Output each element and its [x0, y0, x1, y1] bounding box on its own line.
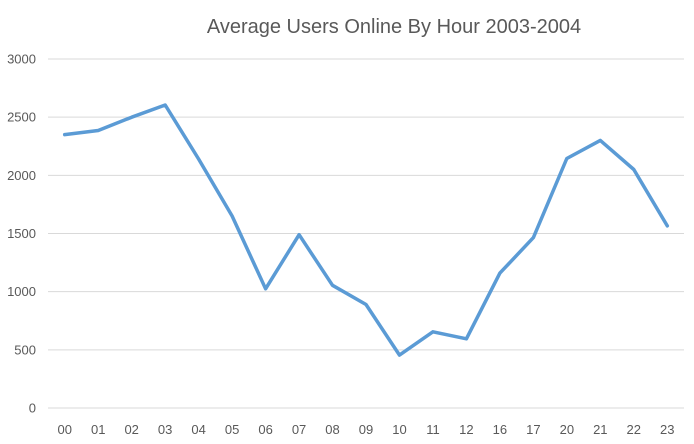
x-tick-label: 21 — [593, 422, 607, 437]
x-tick-label: 16 — [493, 422, 507, 437]
x-tick-label: 02 — [124, 422, 138, 437]
x-tick-label: 00 — [58, 422, 72, 437]
x-tick-label: 10 — [392, 422, 406, 437]
y-tick-label: 1500 — [7, 226, 36, 241]
chart-title: Average Users Online By Hour 2003-2004 — [207, 16, 581, 38]
y-tick-label: 0 — [29, 401, 36, 416]
x-tick-label: 11 — [426, 422, 440, 437]
x-tick-label: 07 — [292, 422, 306, 437]
y-tick-label: 3000 — [7, 52, 36, 67]
y-tick-label: 2500 — [7, 110, 36, 125]
y-tick-label: 1000 — [7, 284, 36, 299]
x-tick-label: 09 — [359, 422, 373, 437]
x-tick-label: 23 — [660, 422, 674, 437]
y-tick-label: 500 — [14, 342, 36, 357]
x-tick-label: 20 — [560, 422, 574, 437]
y-tick-label: 2000 — [7, 168, 36, 183]
series-layer — [62, 103, 670, 357]
x-tick-label: 04 — [191, 422, 205, 437]
x-tick-label: 05 — [225, 422, 239, 437]
x-tick-label: 03 — [158, 422, 172, 437]
x-tick-label: 01 — [91, 422, 105, 437]
x-axis-tick-labels: 00 01 02 03 04 05 06 07 08 09 10 11 12 16 17 20 21 22 23 — [58, 422, 675, 437]
gridlines — [48, 58, 684, 409]
x-tick-label: 22 — [627, 422, 641, 437]
x-tick-label: 12 — [459, 422, 473, 437]
x-tick-label: 08 — [325, 422, 339, 437]
series-line-0 — [62, 103, 670, 357]
y-axis-tick-labels: 0 500 1000 1500 2000 2500 3000 — [7, 52, 36, 416]
x-tick-label: 17 — [526, 422, 540, 437]
x-tick-label: 06 — [258, 422, 272, 437]
